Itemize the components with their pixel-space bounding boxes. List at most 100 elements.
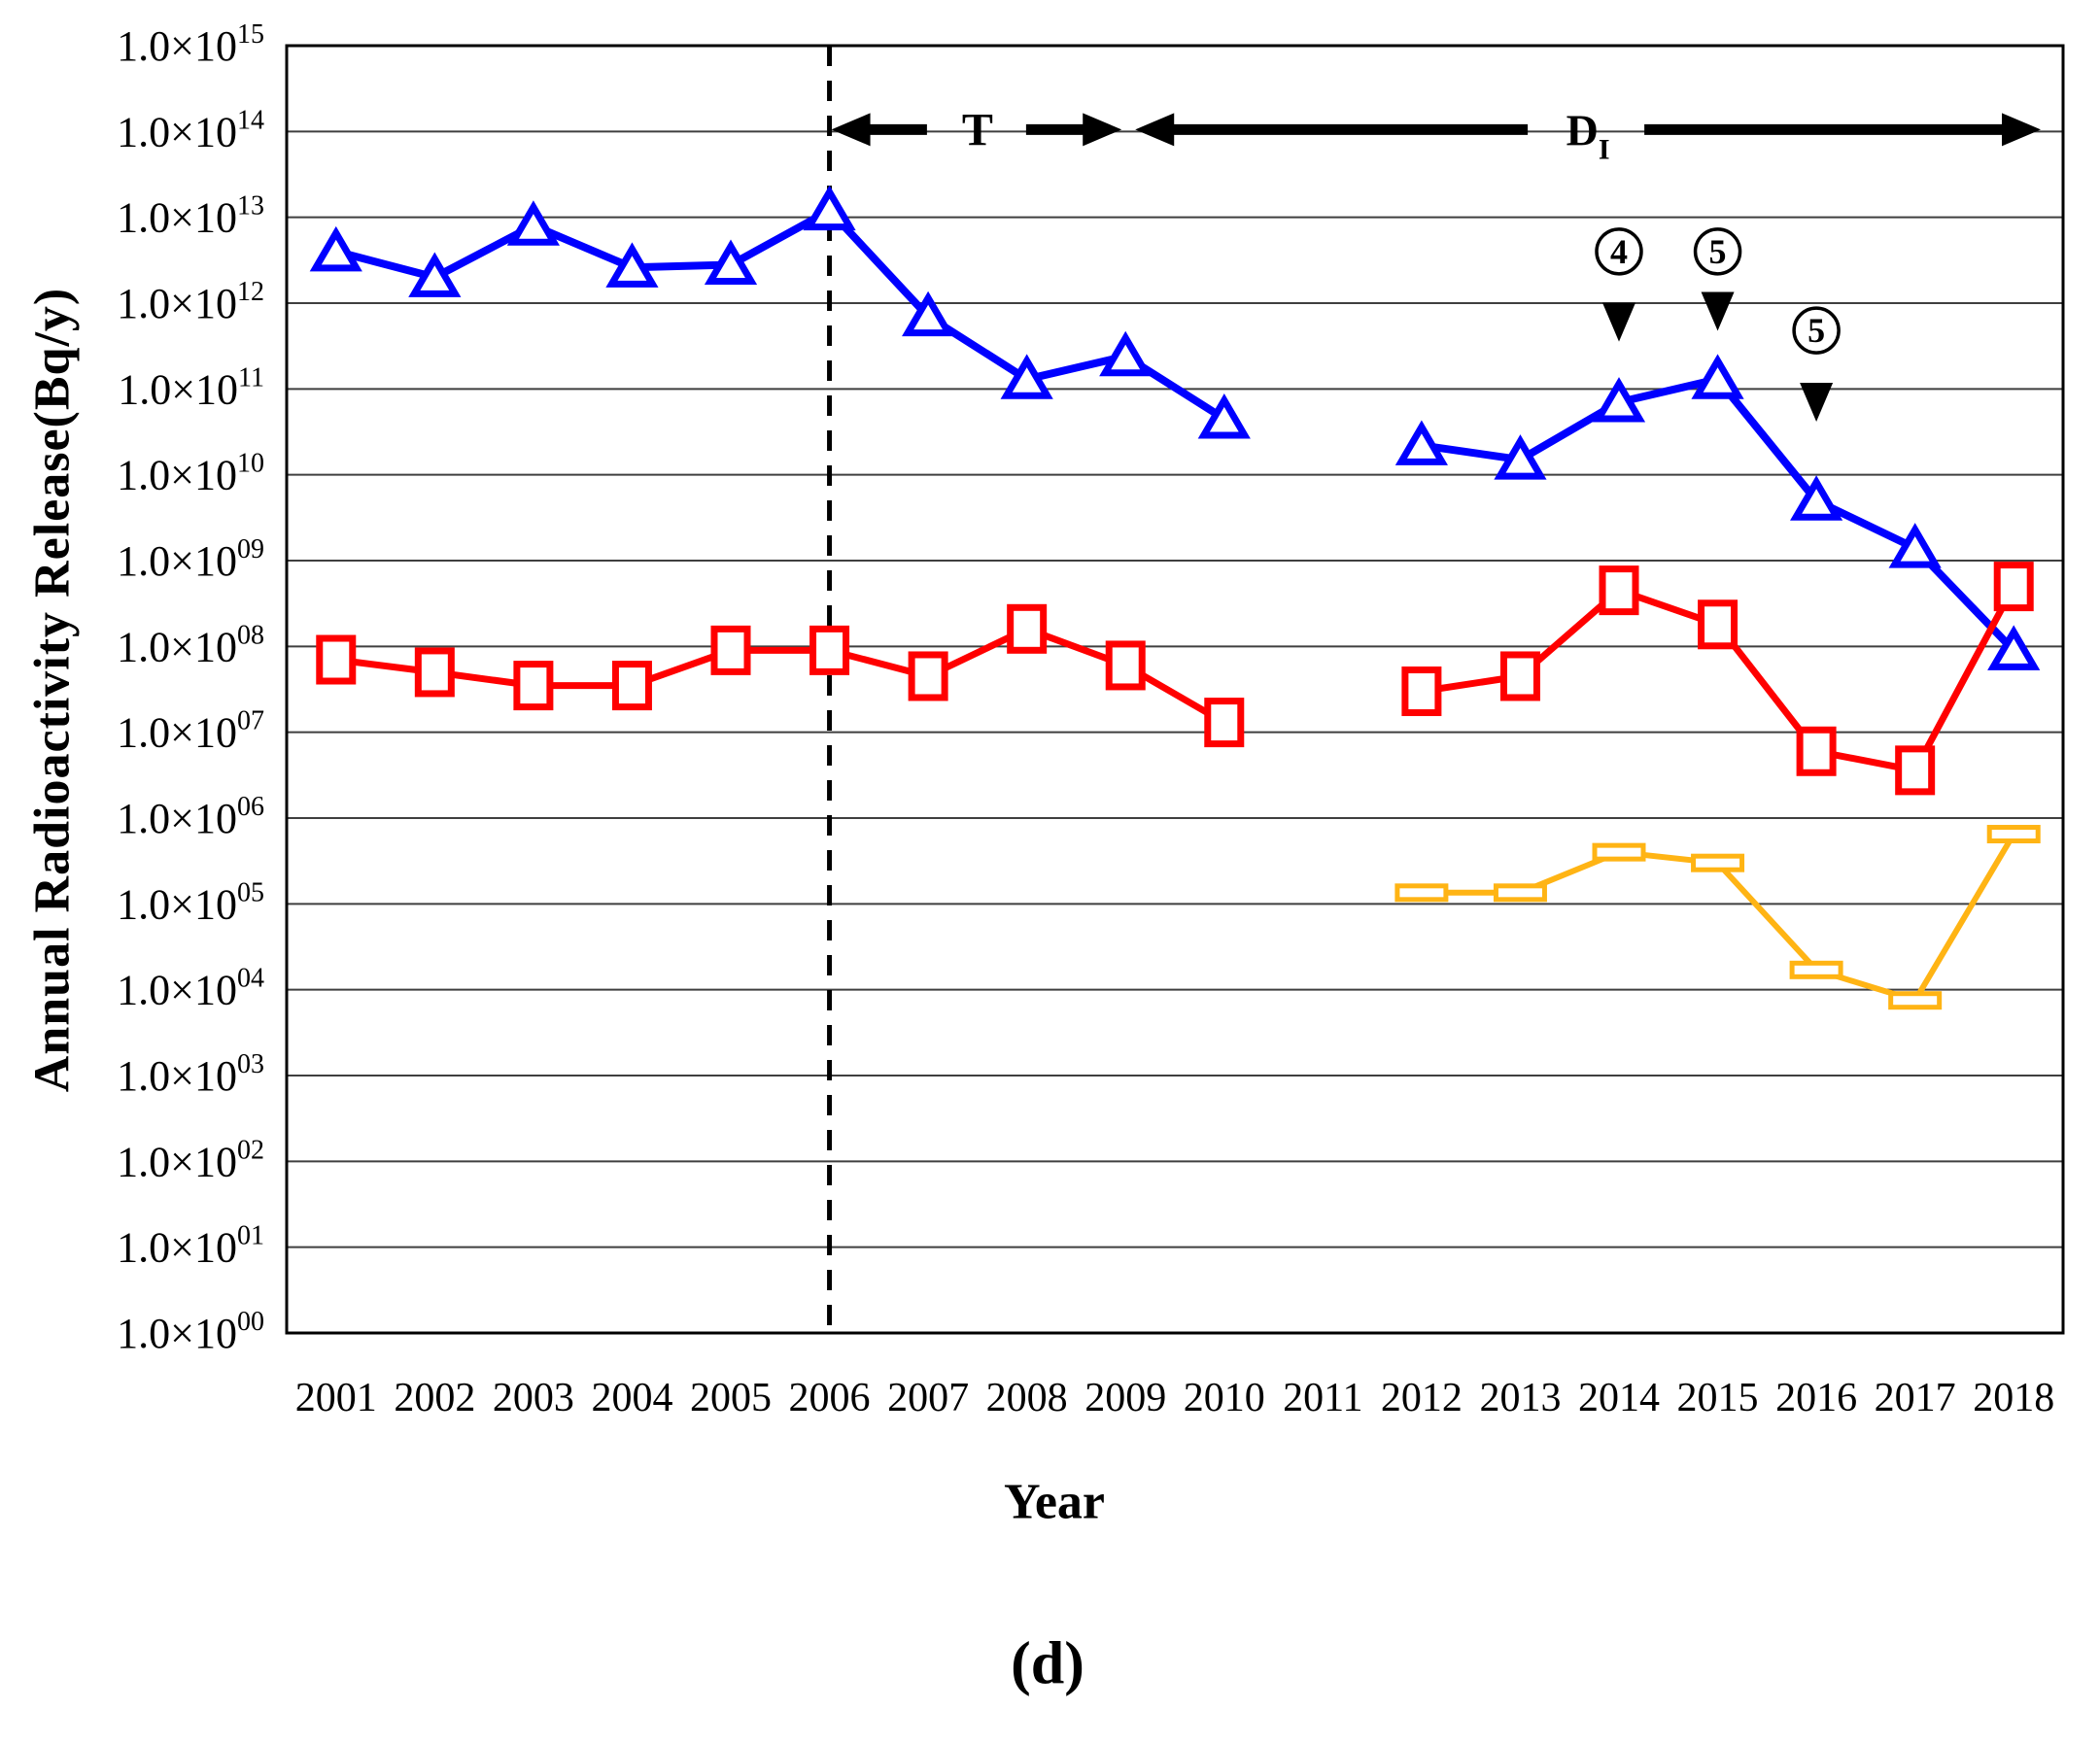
- blue-triangle-series-line: [331, 206, 1228, 423]
- annotation-circle: [1792, 306, 1841, 355]
- y-tick-label: 1.0×1006: [117, 792, 264, 842]
- x-tick-label: 2013: [1479, 1376, 1561, 1420]
- square-marker: [1499, 651, 1540, 701]
- square-marker: [1993, 562, 2034, 612]
- triangle-marker: [1197, 393, 1251, 439]
- triangle-marker: [1592, 377, 1646, 423]
- y-tick-label: 1.0×1011: [118, 362, 264, 413]
- flat-bar-marker: [1592, 842, 1646, 862]
- x-tick-label: 2017: [1875, 1376, 1956, 1420]
- red-square-series-line: [332, 625, 1228, 727]
- x-tick-label: 2012: [1381, 1376, 1463, 1420]
- x-tick-label: 2004: [591, 1376, 672, 1420]
- triangle-marker: [1494, 434, 1547, 480]
- square-marker: [908, 651, 948, 701]
- x-tick-label: 2014: [1578, 1376, 1660, 1420]
- flat-bar-marker: [1394, 883, 1449, 903]
- gridlines: [287, 45, 2063, 1334]
- plot-border: [285, 44, 2065, 1335]
- triangle-marker: [1000, 354, 1053, 399]
- annotation-circle: [1693, 227, 1742, 276]
- flat-bar-marker: [1493, 883, 1547, 903]
- annotation-5-2016: 5: [1792, 306, 1841, 423]
- phase-label-T: T: [962, 104, 993, 155]
- x-tick-label: 2005: [690, 1376, 772, 1420]
- red-square-series: [316, 562, 2034, 796]
- square-marker: [710, 625, 751, 675]
- square-marker: [1105, 640, 1146, 691]
- square-marker: [611, 661, 652, 711]
- triangle-marker: [408, 252, 462, 297]
- triangle-marker: [1888, 523, 1942, 568]
- square-marker: [513, 661, 554, 711]
- square-marker: [1401, 666, 1442, 717]
- annotations: 4 5 5: [1595, 227, 1841, 423]
- triangle-marker: [803, 185, 856, 231]
- y-tick-label: 1.0×1003: [117, 1049, 264, 1100]
- x-tick-label: 2016: [1775, 1376, 1857, 1420]
- triangle-marker: [1394, 420, 1448, 465]
- triangle-marker: [1691, 354, 1744, 399]
- y-tick-label: 1.0×1008: [117, 620, 264, 670]
- y-tick-label: 1.0×1000: [117, 1307, 264, 1357]
- pointer-down-triangle: [1602, 302, 1635, 342]
- triangle-marker: [506, 200, 560, 246]
- x-tick-label: 2002: [394, 1376, 475, 1420]
- figure-caption: (d): [1011, 1630, 1084, 1697]
- y-tick-label: 1.0×1012: [117, 277, 264, 327]
- y-tick-label: 1.0×1014: [117, 105, 264, 155]
- arrowhead: [1083, 113, 1122, 147]
- flat-bar-marker: [1888, 991, 1943, 1010]
- x-tick-label: 2007: [887, 1376, 969, 1420]
- square-marker: [1698, 599, 1739, 650]
- triangle-marker: [1987, 625, 2041, 670]
- flat-bar-marker: [1789, 960, 1843, 979]
- triangle-marker: [605, 242, 659, 288]
- square-marker: [1599, 565, 1639, 616]
- phase-arrows: T DI: [831, 104, 2041, 165]
- triangle-marker: [1099, 330, 1153, 377]
- x-tick-label: 2011: [1283, 1376, 1362, 1420]
- y-axis-title: Annual Radioactivity Release(Bq/y): [24, 287, 81, 1093]
- flat-bar-marker: [1986, 825, 2041, 844]
- x-tick-label: 2006: [789, 1376, 871, 1420]
- square-marker: [809, 625, 850, 675]
- x-tick-label: 2008: [986, 1376, 1068, 1420]
- x-axis-title: Year: [1004, 1474, 1105, 1530]
- y-tick-label: 1.0×1010: [117, 449, 264, 499]
- annotation-5-2015: 5: [1693, 227, 1742, 331]
- triangle-marker: [902, 290, 955, 337]
- x-tick-label: 2018: [1973, 1376, 2054, 1420]
- square-marker: [414, 647, 455, 698]
- square-marker: [1007, 603, 1048, 654]
- annotation-4-2014: 4: [1595, 227, 1643, 342]
- orange-bar-series: [1394, 825, 2041, 1010]
- x-tick-label: 2015: [1677, 1376, 1759, 1420]
- arrowhead: [831, 113, 871, 147]
- y-tick-label: 1.0×1007: [117, 706, 264, 757]
- arrowhead: [1135, 113, 1175, 147]
- y-tick-label: 1.0×1005: [117, 877, 264, 928]
- triangle-marker: [1790, 475, 1843, 521]
- x-tick-label: 2001: [295, 1376, 377, 1420]
- y-tick-labels: 1.0×1015 1.0×1014 1.0×1013 1.0×1012 1.0×1011…: [117, 19, 264, 1357]
- flat-bar-marker: [1691, 853, 1745, 872]
- y-tick-label: 1.0×1015: [117, 19, 264, 70]
- annotation-digit: 5: [1709, 232, 1727, 271]
- x-tick-label: 2010: [1184, 1376, 1265, 1420]
- x-tick-label: 2009: [1084, 1376, 1166, 1420]
- y-tick-label: 1.0×1004: [117, 964, 264, 1014]
- arrowhead: [2002, 113, 2041, 147]
- phase-arrow-T: T: [831, 104, 1122, 155]
- phase-label-DI: DI: [1566, 105, 1610, 165]
- square-marker: [316, 634, 357, 685]
- phase-arrow-DI: DI: [1135, 105, 2041, 165]
- square-marker: [1796, 726, 1837, 776]
- blue-triangle-series: [309, 185, 2041, 670]
- y-tick-label: 1.0×1009: [117, 534, 264, 585]
- y-tick-label: 1.0×1001: [117, 1221, 264, 1272]
- annotation-digit: 5: [1807, 311, 1825, 350]
- x-tick-label: 2003: [493, 1376, 574, 1420]
